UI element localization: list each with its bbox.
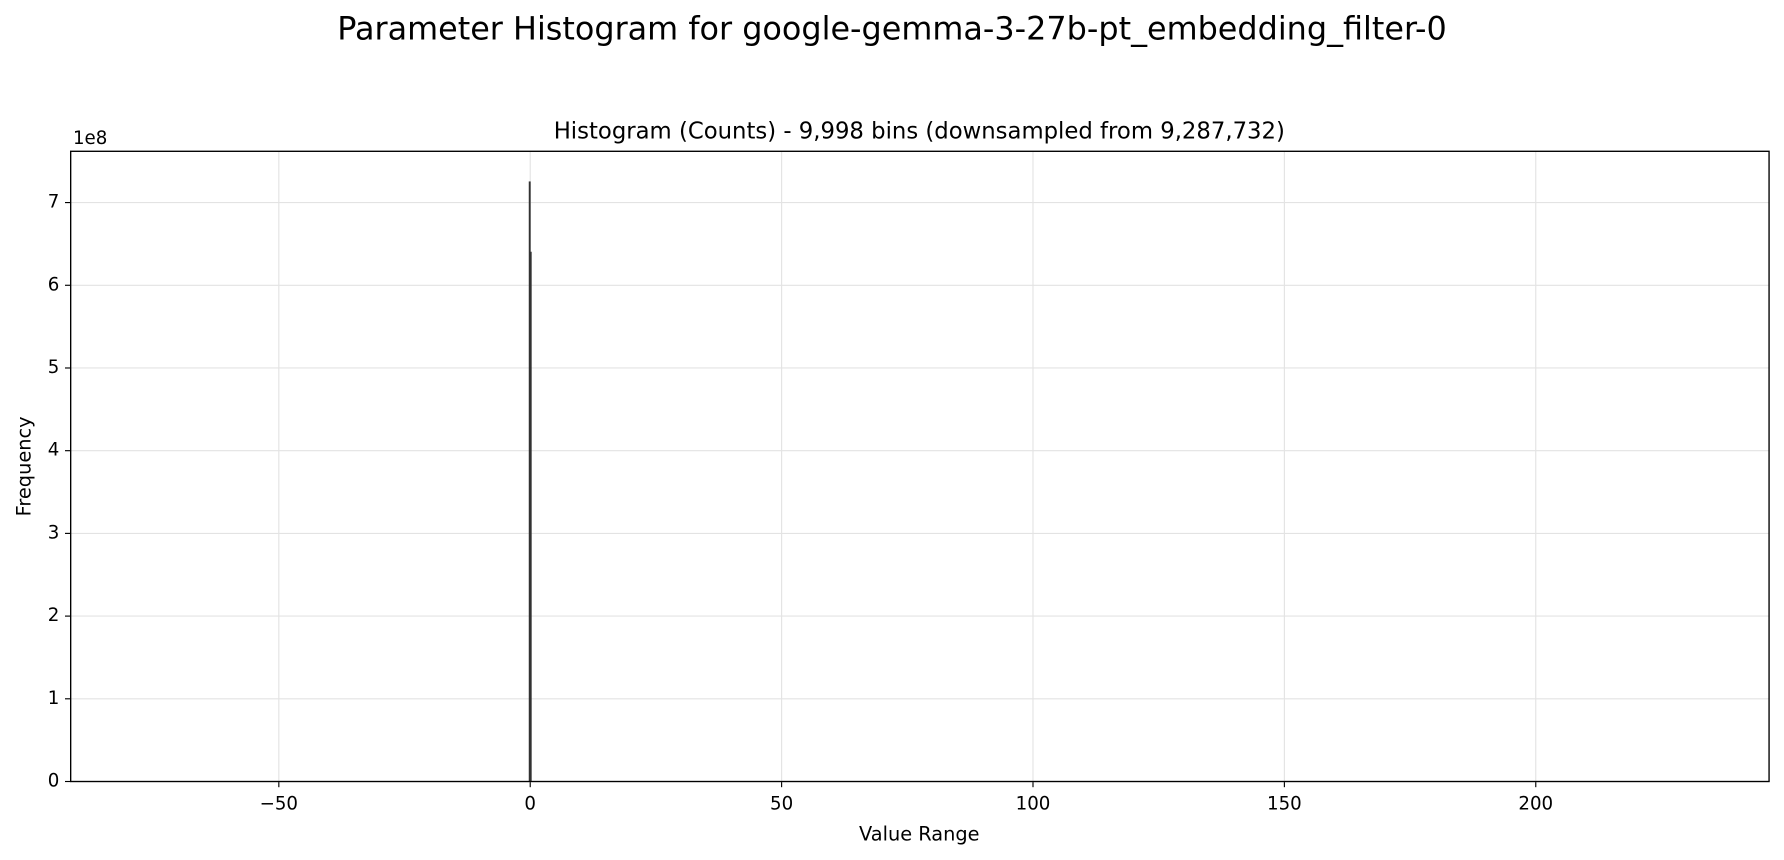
- y-tick-label: 7: [48, 192, 60, 213]
- y-tick-label: 5: [48, 357, 60, 378]
- x-tick-label: 150: [1267, 793, 1302, 814]
- x-axis-label: Value Range: [859, 822, 979, 845]
- x-tick-label: 200: [1518, 793, 1553, 814]
- chart-suptitle: Parameter Histogram for google-gemma-3-2…: [337, 10, 1447, 48]
- y-tick-label: 4: [48, 440, 60, 461]
- x-tick-label: 50: [770, 793, 793, 814]
- x-tick-label: −50: [260, 793, 298, 814]
- y-tick-label: 2: [48, 605, 60, 626]
- y-tick-label: 6: [48, 274, 60, 295]
- plot-frame: [69, 150, 1770, 783]
- y-offset-label: 1e8: [73, 128, 107, 149]
- x-tick-label: 0: [524, 793, 536, 814]
- y-tick-label: 1: [48, 688, 60, 709]
- y-tick-label: 0: [48, 771, 60, 792]
- x-tick-label: 100: [1016, 793, 1051, 814]
- y-axis-label: Frequency: [13, 416, 36, 516]
- bar: [529, 251, 532, 782]
- y-tick-label: 3: [48, 522, 60, 543]
- chart-title: Histogram (Counts) - 9,998 bins (downsam…: [554, 118, 1285, 144]
